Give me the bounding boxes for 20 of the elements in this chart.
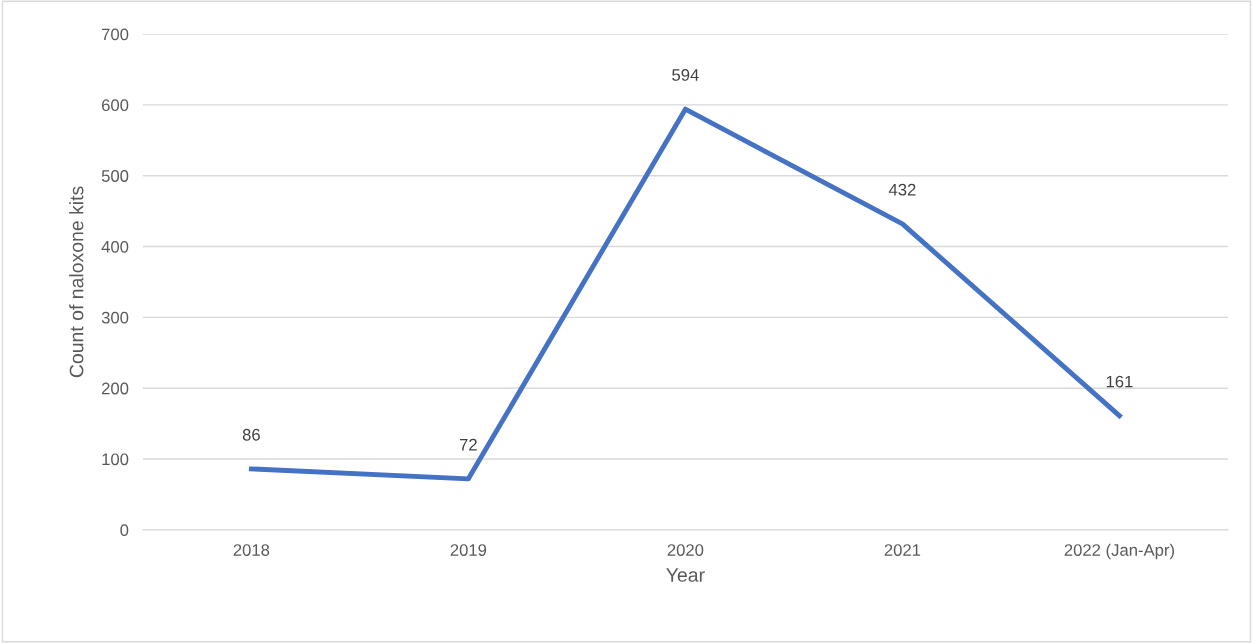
x-tick-label: 2018	[233, 544, 270, 556]
data-label: 594	[672, 69, 699, 81]
y-tick-label: 400	[101, 240, 129, 253]
y-tick-label: 300	[101, 311, 129, 324]
y-tick-label: 500	[101, 170, 129, 182]
y-tick-label: 100	[102, 453, 129, 466]
data-label: 86	[242, 428, 260, 441]
x-tick-label: 2019	[450, 544, 487, 556]
y-tick-label: 0	[120, 524, 129, 537]
data-label: 161	[1106, 375, 1133, 388]
data-label: 72	[459, 438, 477, 451]
x-tick-label: 2022 (Jan-Apr)	[1064, 543, 1174, 560]
data-label: 432	[888, 183, 916, 196]
y-tick-label: 700	[102, 28, 129, 41]
x-tick-label: 2020	[667, 544, 704, 556]
y-tick-label: 200	[101, 382, 129, 395]
x-tick-label: 2021	[884, 544, 921, 556]
x-axis-title: Year	[666, 568, 705, 582]
y-axis-title: Count of naloxone kits	[69, 186, 84, 378]
y-tick-label: 600	[101, 99, 129, 112]
